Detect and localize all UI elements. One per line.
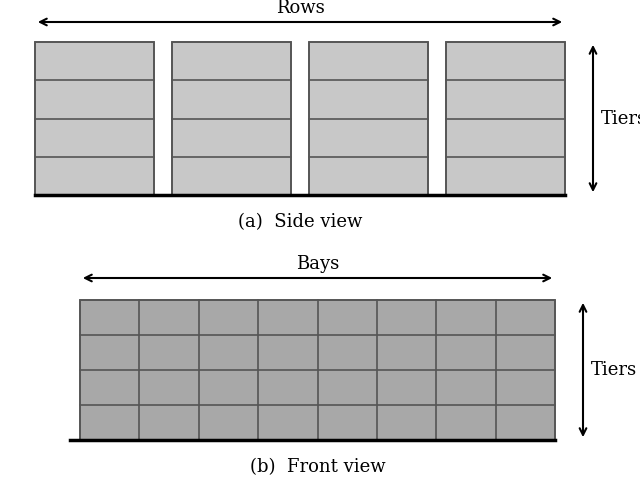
Text: Tiers: Tiers: [601, 110, 640, 127]
Text: Tiers: Tiers: [591, 361, 637, 379]
Bar: [35, 42, 154, 195]
Bar: [446, 42, 565, 195]
Bar: [80, 300, 555, 440]
Bar: [172, 42, 291, 195]
Text: Bays: Bays: [296, 255, 339, 273]
Text: (b)  Front view: (b) Front view: [250, 458, 385, 476]
Bar: [446, 42, 565, 195]
Text: Rows: Rows: [276, 0, 324, 17]
Bar: [80, 300, 555, 440]
Bar: [309, 42, 428, 195]
Bar: [35, 42, 154, 195]
Bar: [309, 42, 428, 195]
Text: (a)  Side view: (a) Side view: [238, 213, 362, 231]
Bar: [172, 42, 291, 195]
